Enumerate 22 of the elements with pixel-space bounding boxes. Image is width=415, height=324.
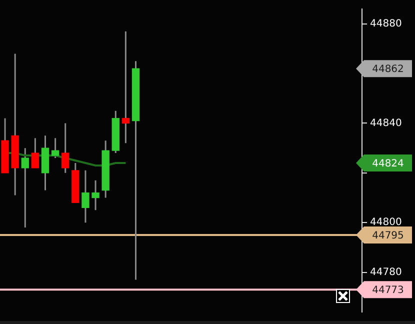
candlestick xyxy=(31,137,40,168)
candlestick xyxy=(11,52,19,196)
candlestick xyxy=(132,60,140,280)
candlestick xyxy=(62,122,70,174)
candlestick xyxy=(41,134,50,192)
text: 44824 xyxy=(372,158,404,170)
candlestick xyxy=(1,118,9,174)
candlestick xyxy=(72,162,80,204)
text: 44862 xyxy=(372,64,404,76)
y-tick-label: 44800 xyxy=(370,217,402,228)
ref-line-label: 44773 xyxy=(372,285,404,296)
y-tick-label: 44880 xyxy=(370,18,402,30)
candlestick xyxy=(92,180,100,211)
y-tick-label: 44840 xyxy=(370,118,402,129)
candlestick xyxy=(112,110,120,154)
ref-line-label: 44795 xyxy=(372,230,404,242)
candlestick xyxy=(102,140,110,199)
candlestick xyxy=(51,137,60,159)
candlestick xyxy=(122,30,130,144)
y-tick-label: 44780 xyxy=(370,266,402,278)
candlestick xyxy=(21,147,29,228)
candlestick xyxy=(82,170,90,224)
